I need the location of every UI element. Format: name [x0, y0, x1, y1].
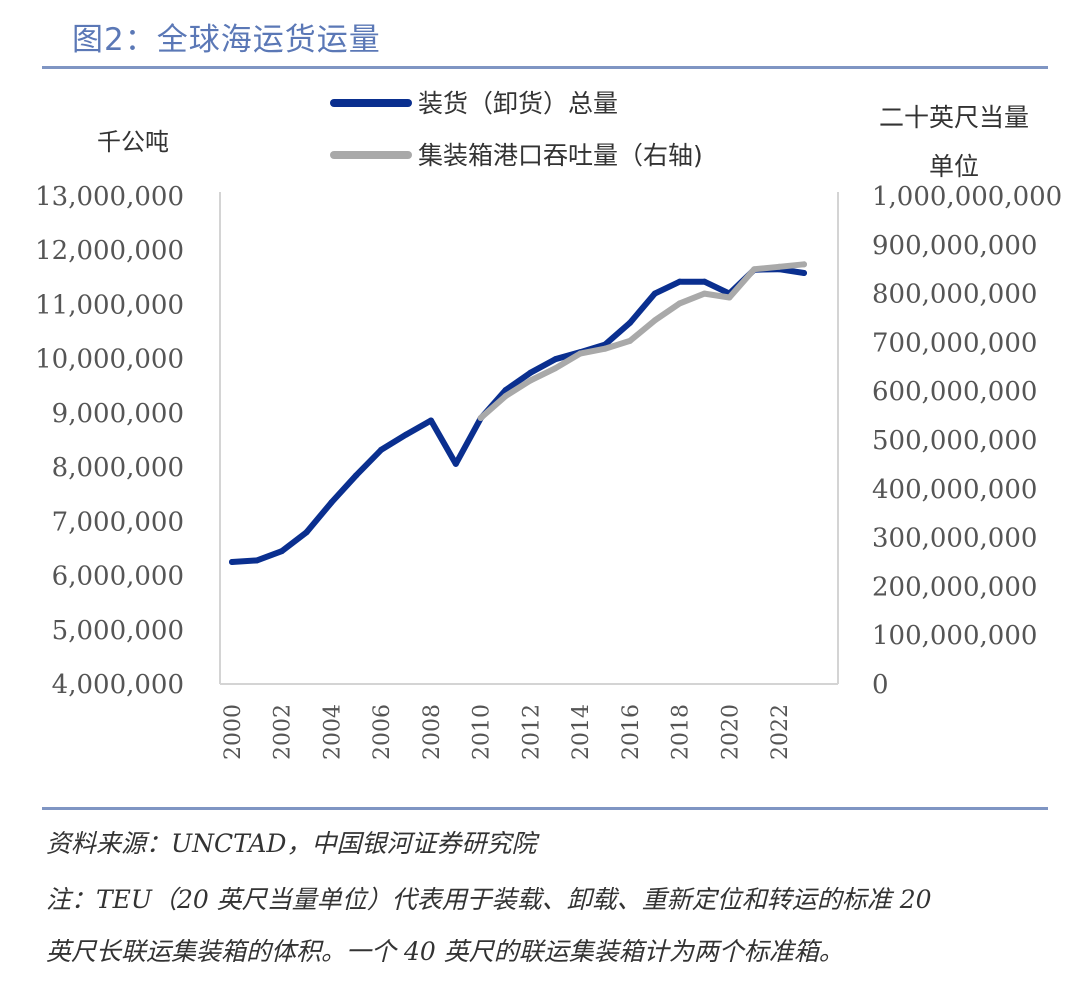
data-point-series2 [502, 393, 509, 400]
x-tick-label: 2006 [370, 704, 395, 760]
legend-label-series2: 集装箱港口吞吐量（右轴) [418, 141, 703, 170]
data-point-series1 [701, 278, 708, 285]
y-right-tick-label: 400,000,000 [872, 475, 1037, 505]
y-right-tick-label: 500,000,000 [872, 426, 1037, 456]
data-point-series1 [378, 446, 385, 453]
y-right-tick-label: 900,000,000 [872, 231, 1037, 261]
y-left-tick-label: 13,000,000 [35, 182, 184, 212]
data-point-series2 [726, 294, 733, 301]
x-tick-label: 2018 [669, 704, 694, 760]
x-tick-label: 2022 [768, 704, 793, 760]
figure-title: 图2：全球海运货运量 [72, 22, 381, 58]
data-point-series1 [229, 559, 235, 565]
data-point-series1 [502, 387, 509, 394]
data-point-series1 [676, 278, 683, 285]
data-point-series2 [751, 266, 758, 273]
data-point-series1 [651, 290, 658, 297]
data-point-series1 [253, 557, 260, 564]
data-point-series1 [527, 369, 534, 376]
data-point-series2 [701, 290, 708, 297]
x-tick-label: 2016 [619, 704, 644, 760]
y-left-tick-label: 8,000,000 [52, 453, 184, 483]
y-left-tick-label: 4,000,000 [52, 670, 184, 700]
data-point-series1 [278, 548, 285, 555]
y-right-tick-label: 200,000,000 [872, 572, 1037, 602]
x-tick-label: 2000 [221, 704, 246, 760]
y-left-tick-label: 5,000,000 [52, 616, 184, 646]
data-point-series1 [403, 431, 410, 438]
footnote-line-2: 英尺长联运集装箱的体积。一个 40 英尺的联运集装箱计为两个标准箱。 [46, 937, 844, 966]
y-right-tick-label: 0 [872, 670, 889, 700]
data-point-series1 [303, 529, 310, 536]
x-tick-label: 2014 [569, 704, 594, 760]
data-point-series1 [626, 319, 633, 326]
x-tick-label: 2008 [420, 704, 445, 760]
y-right-ticks: 1,000,000,000 900,000,000 800,000,000 700,0… [872, 182, 1062, 700]
data-point-series1 [452, 460, 459, 467]
y-left-tick-label: 10,000,000 [35, 345, 184, 375]
y-right-tick-label: 800,000,000 [872, 280, 1037, 310]
x-tick-label: 2010 [470, 704, 495, 760]
top-divider [42, 66, 1048, 69]
data-point-series2 [527, 377, 534, 384]
data-point-series1 [328, 499, 335, 506]
legend-label-series1: 装货（卸货）总量 [418, 89, 618, 118]
series-line-2 [477, 261, 807, 421]
data-point-series1 [801, 269, 807, 276]
y-left-axis-label: 千公吨 [97, 128, 169, 156]
data-point-series1 [353, 472, 360, 479]
data-point-series2 [651, 317, 658, 324]
x-tick-label: 2004 [320, 704, 345, 760]
data-point-series2 [552, 365, 559, 372]
y-left-ticks: 13,000,000 12,000,000 11,000,000 10,000,000… [35, 182, 184, 700]
y-right-tick-label: 1,000,000,000 [872, 182, 1062, 212]
data-point-series1 [552, 356, 559, 363]
data-point-series2 [577, 350, 584, 357]
y-right-tick-label: 600,000,000 [872, 377, 1037, 407]
data-point-series1 [427, 417, 434, 424]
bottom-divider [42, 807, 1048, 810]
y-right-tick-label: 300,000,000 [872, 524, 1037, 554]
y-left-tick-label: 9,000,000 [52, 399, 184, 429]
y-left-tick-label: 11,000,000 [35, 290, 184, 320]
footnote-line-1: 注：TEU（20 英尺当量单位）代表用于装载、卸载、重新定位和转运的标准 20 [46, 885, 932, 914]
y-left-tick-label: 6,000,000 [52, 562, 184, 592]
y-right-axis-label-line2: 单位 [929, 152, 979, 181]
data-point-series2 [477, 415, 484, 422]
data-point-series2 [626, 337, 633, 344]
data-point-series2 [801, 261, 807, 268]
chart: 装货（卸货）总量 集装箱港口吞吐量（右轴) 千公吨 二十英尺当量 单位 13,0… [35, 89, 1062, 760]
y-right-tick-label: 700,000,000 [872, 328, 1037, 358]
x-tick-label: 2012 [519, 704, 544, 760]
x-ticks: 2000 2002 2004 2006 2008 2010 2012 2014 2016 2018… [221, 704, 793, 760]
y-right-axis-label-line1: 二十英尺当量 [879, 103, 1029, 132]
source-note: 资料来源：UNCTAD，中国银河证券研究院 [46, 829, 537, 858]
data-point-series2 [776, 263, 783, 270]
series-line-1 [229, 266, 807, 565]
x-tick-label: 2002 [271, 704, 296, 760]
x-tick-label: 2020 [718, 704, 743, 760]
series-lines [229, 261, 807, 565]
y-left-tick-label: 12,000,000 [35, 236, 184, 266]
y-right-tick-label: 100,000,000 [872, 621, 1037, 651]
y-left-tick-label: 7,000,000 [52, 507, 184, 537]
data-point-series2 [676, 300, 683, 307]
axes [219, 192, 839, 685]
legend: 装货（卸货）总量 集装箱港口吞吐量（右轴) [330, 89, 703, 170]
data-point-series2 [602, 345, 609, 352]
